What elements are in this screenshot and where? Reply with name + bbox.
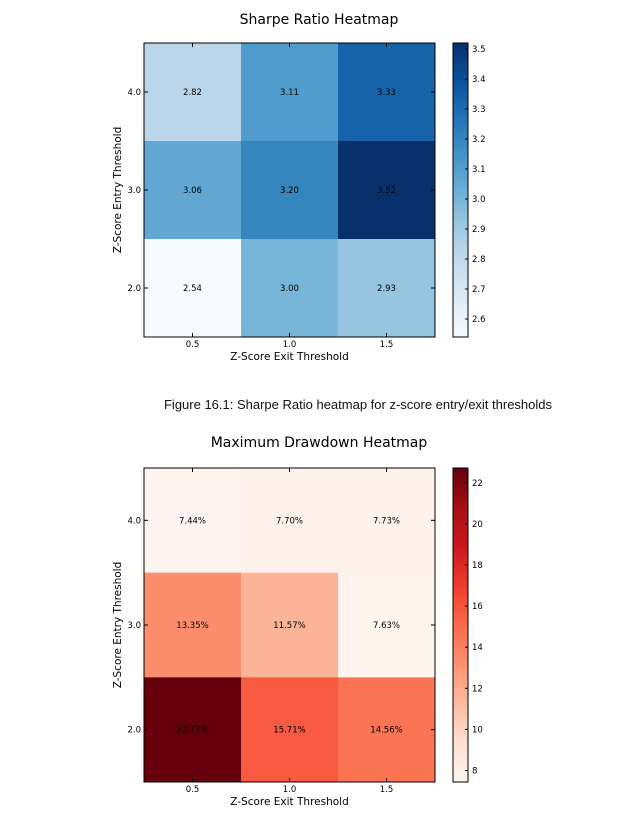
colorbar-tick-label: 2.6 [472, 315, 486, 325]
chart-title: Maximum Drawdown Heatmap [211, 435, 428, 451]
cell-value-label: 3.06 [183, 186, 202, 196]
cell-value-label: 15.71% [273, 726, 305, 736]
heatmap-cell [338, 677, 436, 783]
cell-value-label: 7.63% [373, 621, 400, 631]
y-tick-label: 2.0 [127, 284, 141, 294]
x-tick-label: 1.0 [283, 340, 297, 350]
colorbar-tick-label: 14 [472, 643, 483, 653]
colorbar-tick-label: 3.2 [472, 135, 486, 145]
x-tick-label: 0.5 [186, 340, 200, 350]
heatmap-cell [241, 572, 339, 678]
colorbar-tick-label: 2.7 [472, 285, 486, 295]
cell-value-label: 2.93 [377, 284, 396, 294]
cell-value-label: 3.20 [280, 186, 299, 196]
cell-value-label: 2.82 [183, 88, 202, 98]
colorbar-tick-label: 12 [472, 684, 483, 694]
cell-value-label: 3.52 [377, 186, 396, 196]
colorbar-tick-label: 18 [472, 561, 483, 571]
colorbar-tick-label: 10 [472, 725, 483, 735]
colorbar [452, 42, 469, 338]
x-axis-label: Z-Score Exit Threshold [230, 796, 349, 808]
x-tick-label: 1.0 [283, 785, 297, 795]
cell-value-label: 7.70% [276, 516, 303, 526]
heatmap-cell [144, 677, 242, 783]
figure-caption: Figure 16.1: Sharpe Ratio heatmap for z-… [163, 397, 553, 412]
cell-value-label: 7.44% [179, 516, 206, 526]
heatmap-cell [338, 43, 436, 142]
heatmap-cell [241, 141, 339, 240]
colorbar-tick-label: 8 [472, 766, 477, 776]
max-drawdown-heatmap: Maximum Drawdown Heatmap 7.44% 7.70% 7.73% 1… [112, 435, 483, 808]
colorbar-tick-label: 20 [472, 520, 483, 530]
heatmap-cell [241, 43, 339, 142]
colorbar-tick-label: 3.3 [472, 105, 486, 115]
cell-value-label: 7.73% [373, 516, 400, 526]
chart-title: Sharpe Ratio Heatmap [240, 12, 399, 28]
x-axis-label: Z-Score Exit Threshold [230, 351, 349, 363]
y-tick-label: 2.0 [127, 726, 141, 736]
cell-value-label: 13.35% [176, 621, 208, 631]
colorbar-tick-label: 3.0 [472, 195, 486, 205]
cell-value-label: 3.11 [280, 88, 299, 98]
heatmap-cell [144, 43, 242, 142]
y-axis-label: Z-Score Entry Threshold [112, 562, 124, 689]
colorbar-tick-label: 22 [472, 479, 483, 489]
x-tick-label: 1.5 [380, 340, 394, 350]
heatmap-cell [338, 468, 436, 574]
heatmap-cell [338, 141, 436, 240]
y-tick-label: 4.0 [127, 516, 141, 526]
cell-value-label: 11.57% [273, 621, 305, 631]
heatmap-cell [144, 572, 242, 678]
x-tick-label: 1.5 [380, 785, 394, 795]
heatmap-cell [144, 141, 242, 240]
colorbar-tick-label: 3.1 [472, 165, 486, 175]
heatmap-cell [144, 468, 242, 574]
colorbar-tick-label: 2.9 [472, 225, 486, 235]
colorbar-tick-label: 2.8 [472, 255, 486, 265]
y-tick-label: 3.0 [127, 186, 141, 196]
heatmap-cell [338, 239, 436, 338]
cell-value-label: 2.54 [183, 284, 202, 294]
colorbar-tick-label: 16 [472, 602, 483, 612]
y-axis-label: Z-Score Entry Threshold [112, 127, 124, 254]
y-tick-label: 3.0 [127, 621, 141, 631]
x-tick-label: 0.5 [186, 785, 200, 795]
cell-value-label: 3.33 [377, 88, 396, 98]
heatmap-cell [241, 677, 339, 783]
heatmap-cell [144, 239, 242, 338]
heatmap-cell [241, 468, 339, 574]
colorbar-tick-label: 3.5 [472, 45, 486, 55]
colorbar [452, 467, 469, 783]
heatmap-cell [338, 572, 436, 678]
cell-value-label: 22.72% [176, 726, 208, 736]
cell-value-label: 14.56% [370, 726, 402, 736]
heatmap-cell [241, 239, 339, 338]
cell-value-label: 3.00 [280, 284, 299, 294]
colorbar-tick-label: 3.4 [472, 75, 486, 85]
y-tick-label: 4.0 [127, 88, 141, 98]
